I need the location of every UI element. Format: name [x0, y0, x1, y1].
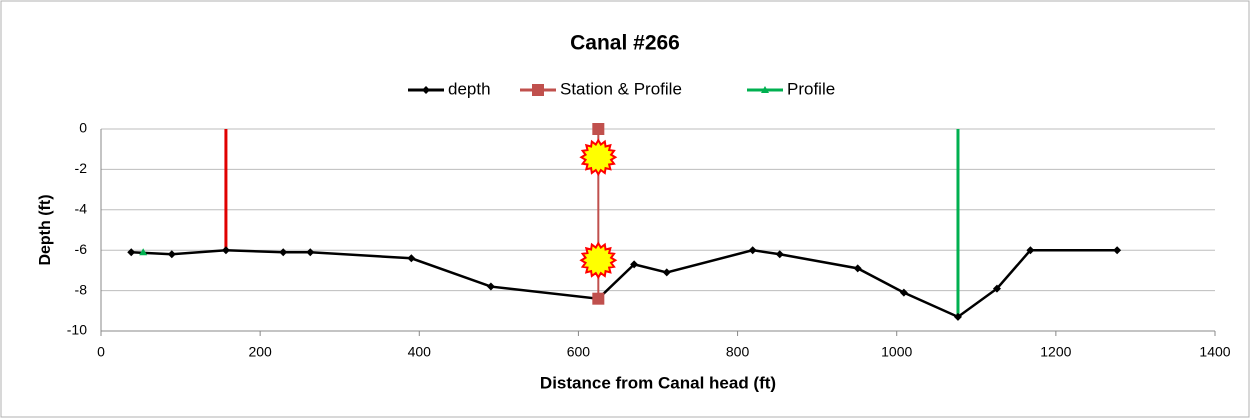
marker [532, 84, 544, 96]
marker [630, 260, 639, 269]
x-axis-label: Distance from Canal head (ft) [540, 373, 776, 392]
legend-item: Profile [747, 79, 835, 98]
y-tick-label: -10 [67, 322, 87, 338]
x-tick-label: 1000 [881, 344, 912, 360]
x-tick-label: 1400 [1199, 344, 1230, 360]
marker [853, 264, 862, 273]
legend-label: Profile [787, 79, 835, 98]
x-tick-label: 0 [97, 344, 105, 360]
marker [1026, 246, 1035, 255]
y-tick-label: -2 [75, 160, 88, 176]
marker [775, 250, 784, 259]
marker [279, 248, 288, 257]
marker [592, 123, 605, 135]
marker [221, 246, 230, 255]
y-axis-label: Depth (ft) [37, 194, 54, 265]
marker [761, 86, 769, 93]
marker [1113, 246, 1122, 255]
legend-label: depth [448, 79, 491, 98]
marker [127, 248, 136, 257]
x-tick-label: 1200 [1040, 344, 1071, 360]
highlight-star [579, 138, 618, 177]
y-tick-label: 0 [79, 120, 87, 136]
chart-title: Canal #266 [570, 32, 680, 55]
marker [486, 282, 495, 291]
x-tick-label: 200 [248, 344, 272, 360]
marker [748, 246, 757, 255]
y-tick-label: -4 [75, 201, 88, 217]
legend-label: Station & Profile [560, 79, 682, 98]
marker [306, 248, 315, 257]
legend-item: depth [408, 79, 491, 98]
legend-item: Station & Profile [520, 79, 682, 98]
marker [407, 254, 416, 263]
y-tick-label: -8 [75, 281, 88, 297]
marker [422, 86, 430, 94]
marker [992, 284, 1001, 293]
x-tick-label: 600 [567, 344, 591, 360]
marker [899, 288, 908, 297]
marker [662, 268, 671, 277]
x-tick-label: 400 [408, 344, 432, 360]
y-tick-label: -6 [75, 241, 88, 257]
marker [167, 250, 176, 259]
x-tick-label: 800 [726, 344, 750, 360]
marker [139, 248, 148, 256]
series-line [131, 248, 1118, 319]
marker [953, 312, 962, 321]
highlight-star [579, 241, 618, 280]
marker [592, 292, 605, 305]
